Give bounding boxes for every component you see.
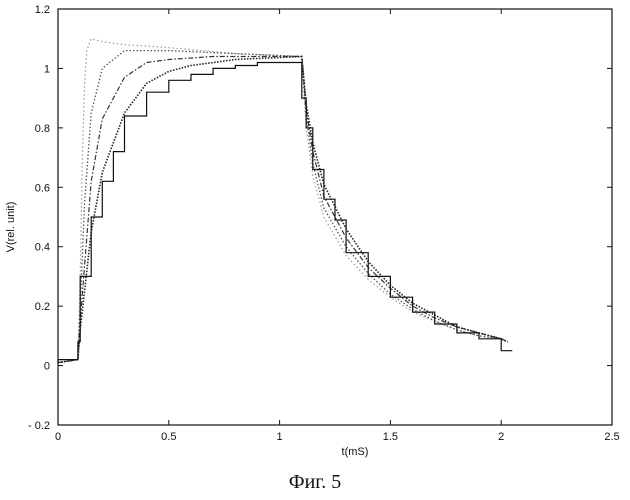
x-tick-label: 2: [498, 431, 504, 443]
y-tick-label: 1.2: [35, 4, 50, 16]
series-line-1: [57, 37, 509, 364]
y-axis-label: V(rel. unit): [5, 202, 17, 253]
y-tick-label: 0.8: [35, 123, 50, 135]
figure-caption: Фиг. 5: [289, 471, 341, 493]
plot-area-border: [57, 8, 613, 426]
series-line-2: [57, 49, 509, 364]
series-line-4: [57, 55, 509, 364]
series-line-5: [57, 61, 513, 363]
x-tick-label: 1: [277, 431, 283, 443]
plot-frame: [57, 8, 613, 426]
y-tick-label: 1: [44, 63, 50, 75]
axis-ticks: 0 0.5 1 1.5 2 2.5 - 0.2 0 0.2 0.4 0.6 0.8 1 1.2: [28, 4, 620, 443]
series-line-3: [57, 55, 509, 364]
x-tick-label: 2.5: [604, 431, 619, 443]
y-tick-label: - 0.2: [28, 420, 50, 432]
x-axis-label: t(mS): [342, 446, 369, 458]
y-tick-label: 0: [44, 361, 50, 373]
x-tick-label: 0.5: [161, 431, 176, 443]
y-tick-label: 0.6: [35, 182, 50, 194]
y-tick-label: 0.4: [35, 242, 50, 254]
x-tick-label: 0: [55, 431, 61, 443]
series-group: [57, 37, 513, 364]
y-tick-label: 0.2: [35, 301, 50, 313]
x-tick-label: 1.5: [383, 431, 398, 443]
